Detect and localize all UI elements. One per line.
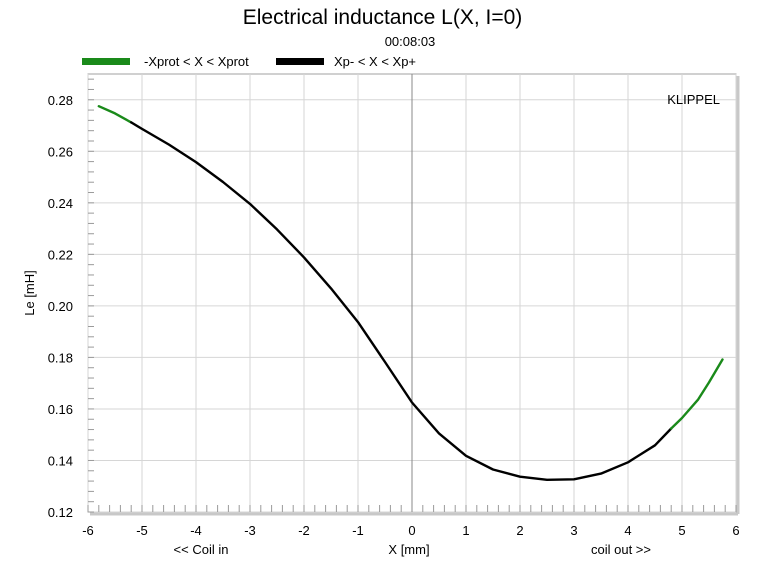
y-tick-label: 0.26 <box>48 144 73 159</box>
series-line-1 <box>129 121 673 481</box>
legend-label-xp: Xp- < X < Xp+ <box>334 54 417 69</box>
y-tick-label: 0.20 <box>48 299 73 314</box>
y-tick-label: 0.24 <box>48 196 73 211</box>
series-line-2 <box>670 358 724 430</box>
x-tick-labels: -6 -5 -4 -3 -2 -1 0 1 2 3 4 5 6 <box>82 523 739 538</box>
x-tick-label: 4 <box>624 523 631 538</box>
x-axis-title: X [mm] <box>388 542 429 557</box>
legend-label-xprot: -Xprot < X < Xprot <box>144 54 249 69</box>
y-tick-label: 0.28 <box>48 93 73 108</box>
watermark: KLIPPEL <box>667 92 720 107</box>
y-tick-label: 0.18 <box>48 350 73 365</box>
x-tick-label: -5 <box>136 523 148 538</box>
y-tick-label: 0.16 <box>48 402 73 417</box>
x-tick-label: -4 <box>190 523 202 538</box>
x-axis-left-note: << Coil in <box>174 542 229 557</box>
x-axis-right-note: coil out >> <box>591 542 651 557</box>
x-tick-label: -6 <box>82 523 94 538</box>
x-tick-label: 6 <box>732 523 739 538</box>
chart-title: Electrical inductance L(X, I=0) <box>242 6 523 29</box>
legend-swatch-xp <box>276 58 324 65</box>
x-tick-label: 1 <box>462 523 469 538</box>
y-tick-label: 0.12 <box>48 505 73 520</box>
y-axis-title: Le [mH] <box>22 270 37 316</box>
x-tick-label: -2 <box>298 523 310 538</box>
x-tick-label: 2 <box>516 523 523 538</box>
x-tick-label: 3 <box>570 523 577 538</box>
legend-swatch-xprot <box>82 58 130 65</box>
series-line-0 <box>97 104 133 124</box>
y-tick-label: 0.14 <box>48 453 73 468</box>
x-tick-label: 5 <box>678 523 685 538</box>
x-tick-label: -1 <box>352 523 364 538</box>
chart-subtitle: 00:08:03 <box>384 34 436 49</box>
y-tick-labels: 0.12 0.14 0.16 0.18 0.20 0.22 0.24 0.26 0.28 <box>48 93 73 520</box>
minor-ticks <box>87 78 737 513</box>
x-tick-label: -3 <box>244 523 256 538</box>
x-tick-label: 0 <box>408 523 415 538</box>
y-tick-label: 0.22 <box>48 247 73 262</box>
series-layer <box>97 104 724 481</box>
